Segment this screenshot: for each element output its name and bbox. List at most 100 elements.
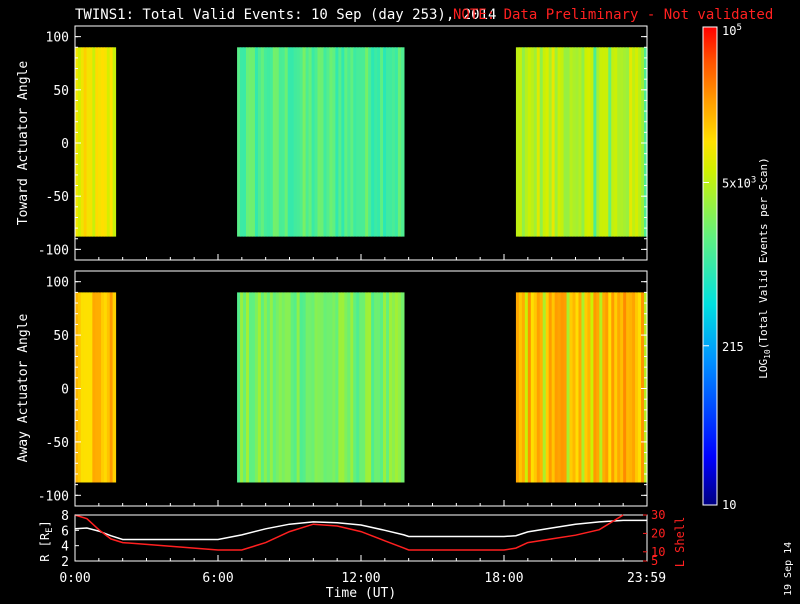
heatmap-strip bbox=[281, 47, 286, 237]
heatmap-strip bbox=[557, 47, 562, 237]
toward-panel: 100 50 0 -50 -100 Toward Actuator Angle bbox=[16, 25, 648, 261]
heatmap-strip bbox=[368, 292, 372, 483]
heatmap-strip bbox=[581, 47, 586, 237]
heatmap-strip bbox=[344, 292, 348, 483]
heatmap-strip bbox=[329, 292, 333, 483]
heatmap-strip bbox=[620, 292, 624, 483]
heatmap-strip bbox=[106, 47, 111, 237]
heatmap-strip bbox=[287, 47, 292, 237]
heatmap-strip bbox=[320, 292, 325, 483]
heatmap-strip bbox=[383, 47, 387, 237]
heatmap-strip bbox=[569, 47, 574, 237]
heatmap-strip bbox=[257, 292, 262, 483]
heatmap-strip bbox=[275, 47, 280, 237]
heatmap-strip bbox=[551, 47, 556, 237]
heatmap-strip bbox=[383, 292, 387, 483]
heatmap-strip bbox=[299, 47, 304, 237]
heatmap-strip bbox=[400, 47, 405, 237]
y-tick-label: 100 bbox=[46, 276, 69, 291]
heatmap-strip bbox=[397, 47, 402, 237]
heatmap-strip bbox=[518, 292, 523, 483]
heatmap-strip bbox=[566, 47, 571, 237]
heatmap-strip bbox=[608, 292, 612, 483]
lshell-tick-label: 5 bbox=[651, 554, 658, 568]
heatmap-strip bbox=[272, 47, 277, 237]
r-axis-label: R [RE] bbox=[38, 520, 55, 562]
heatmap-strip bbox=[527, 292, 532, 483]
heatmap-strip bbox=[380, 292, 384, 483]
heatmap-strip bbox=[80, 47, 85, 237]
y-tick-label: 100 bbox=[46, 31, 69, 46]
heatmap-strip bbox=[266, 292, 271, 483]
heatmap-strip bbox=[296, 47, 301, 237]
heatmap-strip bbox=[103, 292, 108, 483]
heatmap-strip bbox=[80, 292, 85, 483]
heatmap-strip bbox=[548, 292, 553, 483]
heatmap-strip bbox=[386, 292, 390, 483]
heatmap-strip bbox=[103, 47, 108, 237]
heatmap-strip bbox=[338, 292, 342, 483]
heatmap-strip bbox=[356, 47, 360, 237]
heatmap-strip bbox=[641, 292, 645, 483]
r-tick-label: 2 bbox=[61, 555, 69, 570]
x-tick-label: 0:00 bbox=[59, 571, 90, 586]
heatmap-strip bbox=[112, 292, 117, 483]
y-tick-label: 50 bbox=[53, 329, 69, 344]
heatmap-strip bbox=[623, 292, 627, 483]
note-text: NOTE: Data Preliminary - Not validated bbox=[453, 7, 773, 23]
heatmap-strip bbox=[572, 292, 577, 483]
heatmap-strip bbox=[263, 47, 268, 237]
heatmap-strip bbox=[400, 292, 405, 483]
y-tick-label: -100 bbox=[38, 489, 69, 504]
heatmap-strip bbox=[641, 47, 645, 237]
heatmap-strip bbox=[359, 47, 363, 237]
lshell-tick-label: 10 bbox=[651, 545, 665, 559]
heatmap-strip bbox=[563, 292, 568, 483]
heatmap-strip bbox=[275, 292, 280, 483]
heatmap-strip bbox=[243, 292, 247, 483]
heatmap-strip bbox=[584, 47, 589, 237]
heatmap-strip bbox=[86, 292, 91, 483]
toward-y-axis-label: Toward Actuator Angle bbox=[16, 61, 31, 226]
heatmap-strip bbox=[521, 47, 526, 237]
heatmap-strip bbox=[551, 292, 556, 483]
heatmap-strip bbox=[644, 292, 648, 483]
heatmap-strip bbox=[254, 47, 259, 237]
heatmap-strip bbox=[545, 292, 550, 483]
heatmap-strip bbox=[350, 47, 354, 237]
heatmap-strip bbox=[353, 47, 357, 237]
heatmap-strip bbox=[260, 47, 265, 237]
heatmap-strip bbox=[246, 292, 250, 483]
heatmap-strip bbox=[527, 47, 532, 237]
heatmap-strip bbox=[359, 292, 363, 483]
heatmap-strip bbox=[377, 47, 381, 237]
heatmap-strip bbox=[237, 47, 241, 237]
r-tick-label: 6 bbox=[61, 524, 69, 539]
heatmap-strip bbox=[290, 292, 295, 483]
heatmap-strip bbox=[545, 47, 550, 237]
heatmap-strip bbox=[83, 292, 88, 483]
heatmap-strip bbox=[317, 47, 322, 237]
heatmap-strip bbox=[344, 47, 348, 237]
heatmap-strip bbox=[251, 47, 256, 237]
heatmap-strip bbox=[278, 47, 283, 237]
heatmap-strip bbox=[101, 292, 105, 483]
heatmap-strip bbox=[539, 292, 544, 483]
colorbar-tick-label: 5x103 bbox=[722, 175, 756, 190]
heatmap-strip bbox=[77, 47, 82, 237]
heatmap-strip bbox=[614, 292, 618, 483]
heatmap-strip bbox=[362, 292, 366, 483]
orbit-lines bbox=[74, 514, 647, 551]
heatmap-strip bbox=[599, 292, 603, 483]
heatmap-strip bbox=[515, 47, 520, 237]
heatmap-strip bbox=[530, 292, 535, 483]
heatmap-strip bbox=[391, 47, 396, 237]
heatmap-strip bbox=[311, 292, 316, 483]
heatmap-strip bbox=[587, 47, 591, 237]
heatmap-strip bbox=[605, 292, 609, 483]
heatmap-strip bbox=[287, 292, 292, 483]
heatmap-strip bbox=[536, 292, 541, 483]
heatmap-strip bbox=[240, 47, 244, 237]
heatmap-strip bbox=[308, 292, 313, 483]
